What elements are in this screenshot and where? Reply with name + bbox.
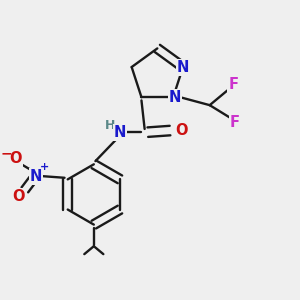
Text: O: O <box>12 189 25 204</box>
Text: N: N <box>114 124 126 140</box>
Text: H: H <box>104 119 115 132</box>
Text: O: O <box>9 151 22 166</box>
Text: −: − <box>1 146 12 160</box>
Text: F: F <box>229 77 238 92</box>
Text: N: N <box>169 90 181 105</box>
Text: N: N <box>30 169 42 184</box>
Text: F: F <box>230 115 240 130</box>
Text: O: O <box>175 123 188 138</box>
Text: N: N <box>177 60 189 75</box>
Text: +: + <box>40 162 50 172</box>
